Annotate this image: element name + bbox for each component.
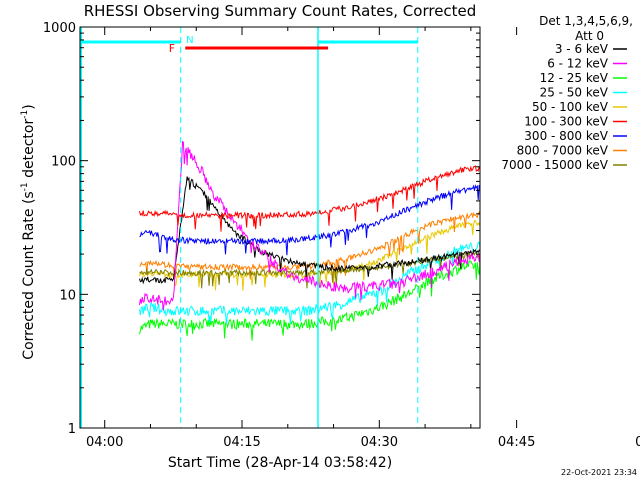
legend-entry-label: 100 - 300 keV bbox=[524, 115, 608, 129]
legend-entry-label: 12 - 25 keV bbox=[540, 71, 609, 85]
series-line bbox=[139, 260, 480, 341]
x-tick-label: 04:15 bbox=[223, 435, 260, 450]
x-tick-label: 04:45 bbox=[498, 435, 535, 450]
x-tick-label: 04:30 bbox=[361, 435, 398, 450]
legend-header-1: Det 1,3,4,5,6,9, bbox=[539, 14, 633, 28]
legend-entry-label: 50 - 100 keV bbox=[532, 100, 609, 114]
legend-entry-label: 300 - 800 keV bbox=[524, 129, 608, 143]
legend-entry-label: 6 - 12 keV bbox=[547, 57, 609, 71]
legend-header-2: Att 0 bbox=[575, 29, 604, 43]
series-layer bbox=[139, 140, 480, 341]
series-line bbox=[139, 140, 480, 311]
y-axis-label: Corrected Count Rate (s-1 detector-1) bbox=[20, 104, 37, 359]
y-tick-label: 100 bbox=[51, 155, 76, 170]
series-line bbox=[139, 220, 480, 291]
legend-entry-label: 3 - 6 keV bbox=[555, 42, 609, 56]
series-line bbox=[139, 184, 480, 256]
y-tick-label: 10 bbox=[59, 288, 76, 303]
y-tick-label: 1000 bbox=[43, 21, 76, 36]
plot-frame bbox=[79, 26, 481, 429]
legend-entry-label: 25 - 50 keV bbox=[540, 86, 609, 100]
x-axis-label: Start Time (28-Apr-14 03:58:42) bbox=[168, 455, 392, 471]
series-line bbox=[139, 250, 480, 289]
series-line bbox=[139, 165, 480, 232]
y-axis: 1 10 100 1000 bbox=[43, 21, 480, 437]
series-line bbox=[139, 176, 480, 285]
legend-entry-label: 800 - 7000 keV bbox=[517, 144, 609, 158]
chart-title: RHESSI Observing Summary Count Rates, Co… bbox=[84, 2, 477, 20]
x-tick-label: 05:00 bbox=[635, 435, 640, 450]
date-stamp: 22-Oct-2021 23:34 bbox=[561, 468, 637, 477]
series-line bbox=[139, 210, 480, 280]
y-tick-label: 1 bbox=[68, 422, 76, 437]
night-flag-label: N bbox=[186, 35, 193, 46]
overlay-layer: FN bbox=[80, 27, 419, 428]
x-tick-label: 04:00 bbox=[86, 435, 123, 450]
legend-entry-label: 7000 - 15000 keV bbox=[501, 158, 608, 172]
flare-flag-label: F bbox=[169, 42, 175, 55]
